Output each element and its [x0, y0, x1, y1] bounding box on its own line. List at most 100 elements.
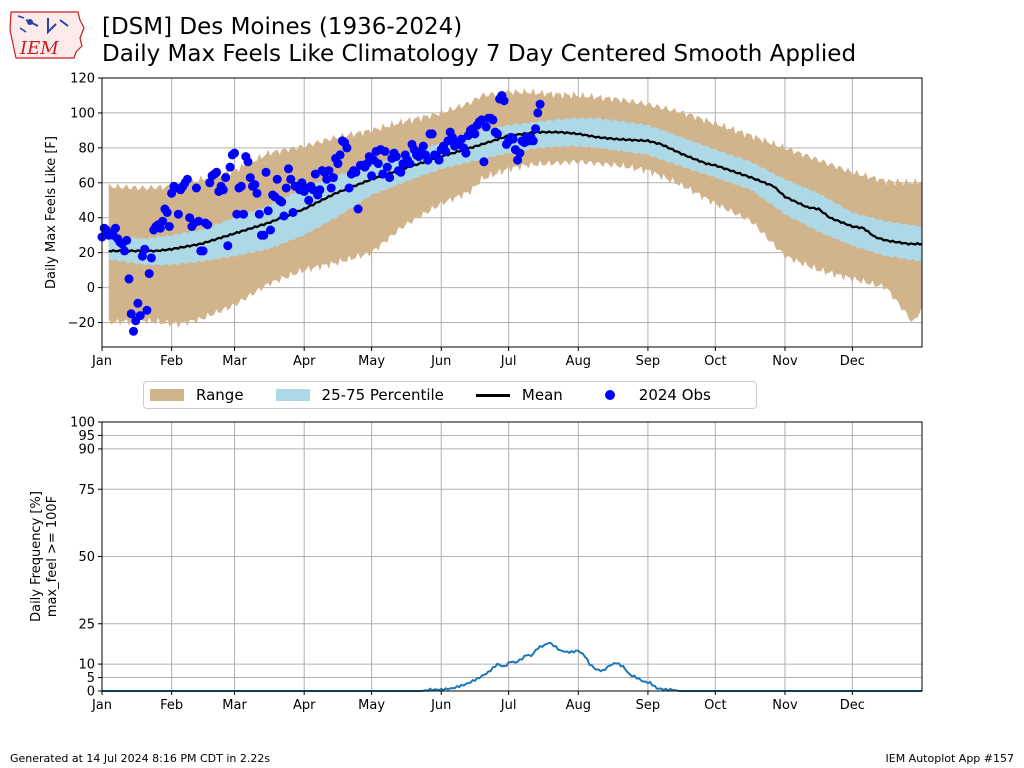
legend-range-label: Range [196, 386, 244, 404]
obs-point [236, 181, 246, 191]
obs-point [326, 183, 336, 193]
bottom-xtick-label: Apr [293, 698, 316, 713]
bottom-ytick-label: 90 [78, 442, 95, 457]
top-ytick-label: 20 [78, 246, 95, 261]
top-ytick-label: −20 [68, 316, 95, 331]
obs-point [218, 185, 228, 195]
obs-point [232, 209, 242, 219]
obs-point [155, 223, 165, 233]
obs-point [427, 129, 437, 139]
bottom-ytick-label: 95 [78, 429, 95, 444]
obs-point [182, 174, 192, 184]
obs-point [250, 180, 260, 190]
obs-point [367, 171, 377, 181]
obs-point [266, 225, 275, 235]
obs-point [245, 173, 255, 183]
obs-point [146, 253, 156, 263]
obs-point [353, 204, 363, 214]
obs-point [243, 157, 253, 167]
obs-point [173, 209, 183, 219]
obs-point [284, 164, 293, 174]
bottom-ytick-label: 10 [78, 658, 95, 673]
mean-swatch [475, 393, 510, 397]
obs-point [492, 129, 502, 139]
bottom-xtick-label: Sep [636, 698, 661, 713]
obs-point [221, 173, 231, 183]
top-xtick-label: Mar [222, 354, 247, 369]
percentile-band [108, 117, 922, 266]
obs-point [288, 208, 298, 217]
bottom-ytick-label: 0 [87, 685, 95, 700]
obs-point [122, 235, 132, 245]
obs-point [230, 148, 239, 158]
top-ytick-label: 120 [70, 72, 95, 87]
bottom-ytick-label: 100 [70, 416, 95, 431]
obs-point [333, 159, 343, 169]
obs-point [203, 220, 213, 230]
obs-point [129, 326, 138, 336]
bottom-xtick-label: Feb [160, 698, 183, 713]
obs-point [198, 246, 208, 256]
obs-point [457, 134, 466, 144]
obs-point [508, 134, 518, 144]
legend-item-range: Range [150, 386, 244, 404]
bottom-ytick-label: 75 [78, 483, 95, 498]
bottom-ytick-label: 5 [87, 671, 95, 686]
range-swatch [150, 389, 184, 401]
bottom-xtick-label: Aug [566, 698, 591, 713]
legend-obs-label: 2024 Obs [638, 386, 711, 404]
obs-point [335, 150, 345, 160]
obs-point [391, 152, 401, 162]
obs-point [261, 167, 271, 177]
obs-point [315, 185, 325, 195]
obs-point [405, 159, 415, 169]
obs-point [259, 230, 269, 240]
top-ytick-label: 80 [78, 141, 95, 156]
chart-title-line2: Daily Max Feels Like Climatology 7 Day C… [102, 41, 857, 67]
top-xtick-label: Apr [293, 354, 316, 369]
obs-point [124, 274, 134, 284]
bottom-xtick-label: Nov [772, 698, 798, 713]
obs-point [223, 241, 233, 251]
obs-point [396, 167, 406, 177]
obs-point [342, 143, 352, 153]
top-xtick-label: Feb [160, 354, 183, 369]
bottom-xtick-label: Jun [430, 698, 451, 713]
iem-logo: IEM [8, 6, 86, 62]
obs-point [277, 197, 287, 207]
obs-point [328, 173, 338, 183]
top-xtick-label: Dec [840, 354, 865, 369]
obs-point [434, 155, 444, 165]
obs-point [479, 157, 489, 167]
obs-point [140, 244, 150, 254]
obs-point [133, 298, 143, 308]
obs-point [418, 141, 428, 151]
obs-point [164, 222, 174, 231]
legend-item-obs: 2024 Obs [595, 386, 711, 404]
top-xtick-label: Jun [430, 354, 451, 369]
obs-point [212, 167, 222, 177]
obs-point [111, 223, 120, 233]
bottom-ytick-label: 25 [78, 617, 95, 632]
top-xtick-label: Aug [566, 354, 591, 369]
bottom-ytick-label: 50 [78, 550, 95, 565]
obs-point [137, 251, 147, 261]
legend-percentile-label: 25-75 Percentile [321, 386, 444, 404]
top-y-axis-label: Daily Max Feels Like [F] [44, 136, 59, 289]
bottom-xtick-label: Mar [222, 698, 247, 713]
obs-point [205, 178, 215, 188]
obs-point [126, 309, 136, 319]
bottom-xtick-label: May [358, 698, 385, 713]
climatology-chart: Jan Feb Mar Apr May Jun Jul Aug Sep Oct Nov Dec −20 0… [44, 72, 923, 369]
obs-point [499, 96, 509, 106]
bottom-xtick-label: Jan [91, 698, 112, 713]
bottom-xtick-label: Dec [840, 698, 865, 713]
obs-point [441, 146, 451, 156]
top-xtick-label: May [358, 354, 385, 369]
footer-app: IEM Autoplot App #157 [885, 752, 1015, 765]
obs-point [380, 146, 390, 156]
obs-point [351, 167, 361, 177]
chart-title-line1: [DSM] Des Moines (1936-2024) [102, 14, 463, 40]
obs-point [120, 246, 129, 256]
